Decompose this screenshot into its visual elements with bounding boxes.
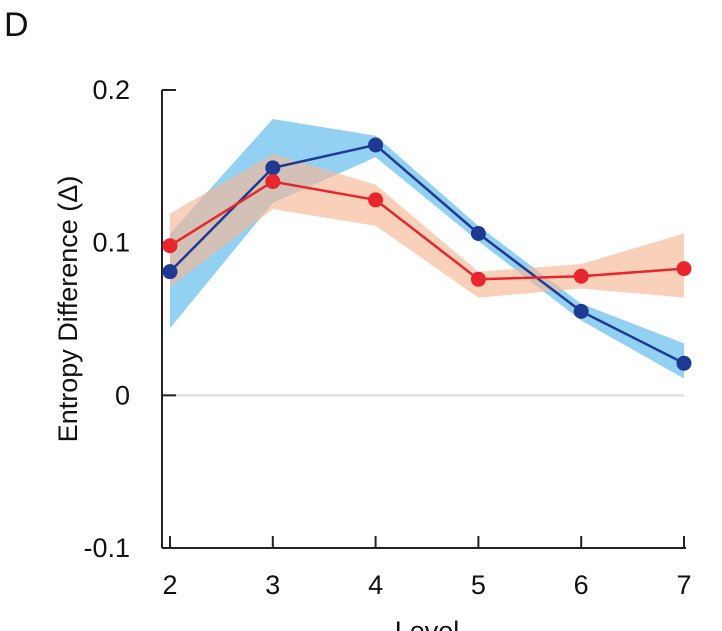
series-1-point [162,264,178,280]
x-tick-label: 2 [162,570,177,600]
y-axis-title: Entropy Difference (Δ) [53,176,83,443]
series-2-point [573,268,589,284]
series-2-confidence-band [170,154,684,298]
series-2-point [676,261,692,277]
x-tick-label: 5 [471,570,486,600]
series-2-line [169,180,685,281]
series-1-point [676,355,692,371]
series-2-point [368,192,384,208]
axes-layer [161,89,686,549]
x-tick-label: 3 [265,570,280,600]
data-points-layer [162,137,692,371]
panel-label: D [4,6,29,44]
y-tick-label: 0.1 [92,228,130,258]
series-1-point [573,303,589,319]
series-2-point [265,174,281,190]
series-1-point [265,160,281,176]
x-axis-title: Level [395,616,460,631]
y-tick-label: 0.2 [92,75,130,105]
y-tick-label: -0.1 [83,533,130,563]
x-tick-label: 4 [368,570,383,600]
series-1-point [470,226,486,242]
series-lines-layer [169,143,685,365]
confidence-bands-layer [170,119,684,379]
x-tick-label: 6 [574,570,589,600]
series-1-point [368,137,384,153]
tick-labels-layer: -0.1 0 0.1 0.2 2 3 4 5 6 7 Level Entropy Difference… [53,75,692,631]
series-2-point [470,271,486,287]
series-1-line [169,143,685,365]
series-2-point [162,238,178,254]
x-tick-label: 7 [676,570,691,600]
y-tick-label: 0 [115,380,130,410]
